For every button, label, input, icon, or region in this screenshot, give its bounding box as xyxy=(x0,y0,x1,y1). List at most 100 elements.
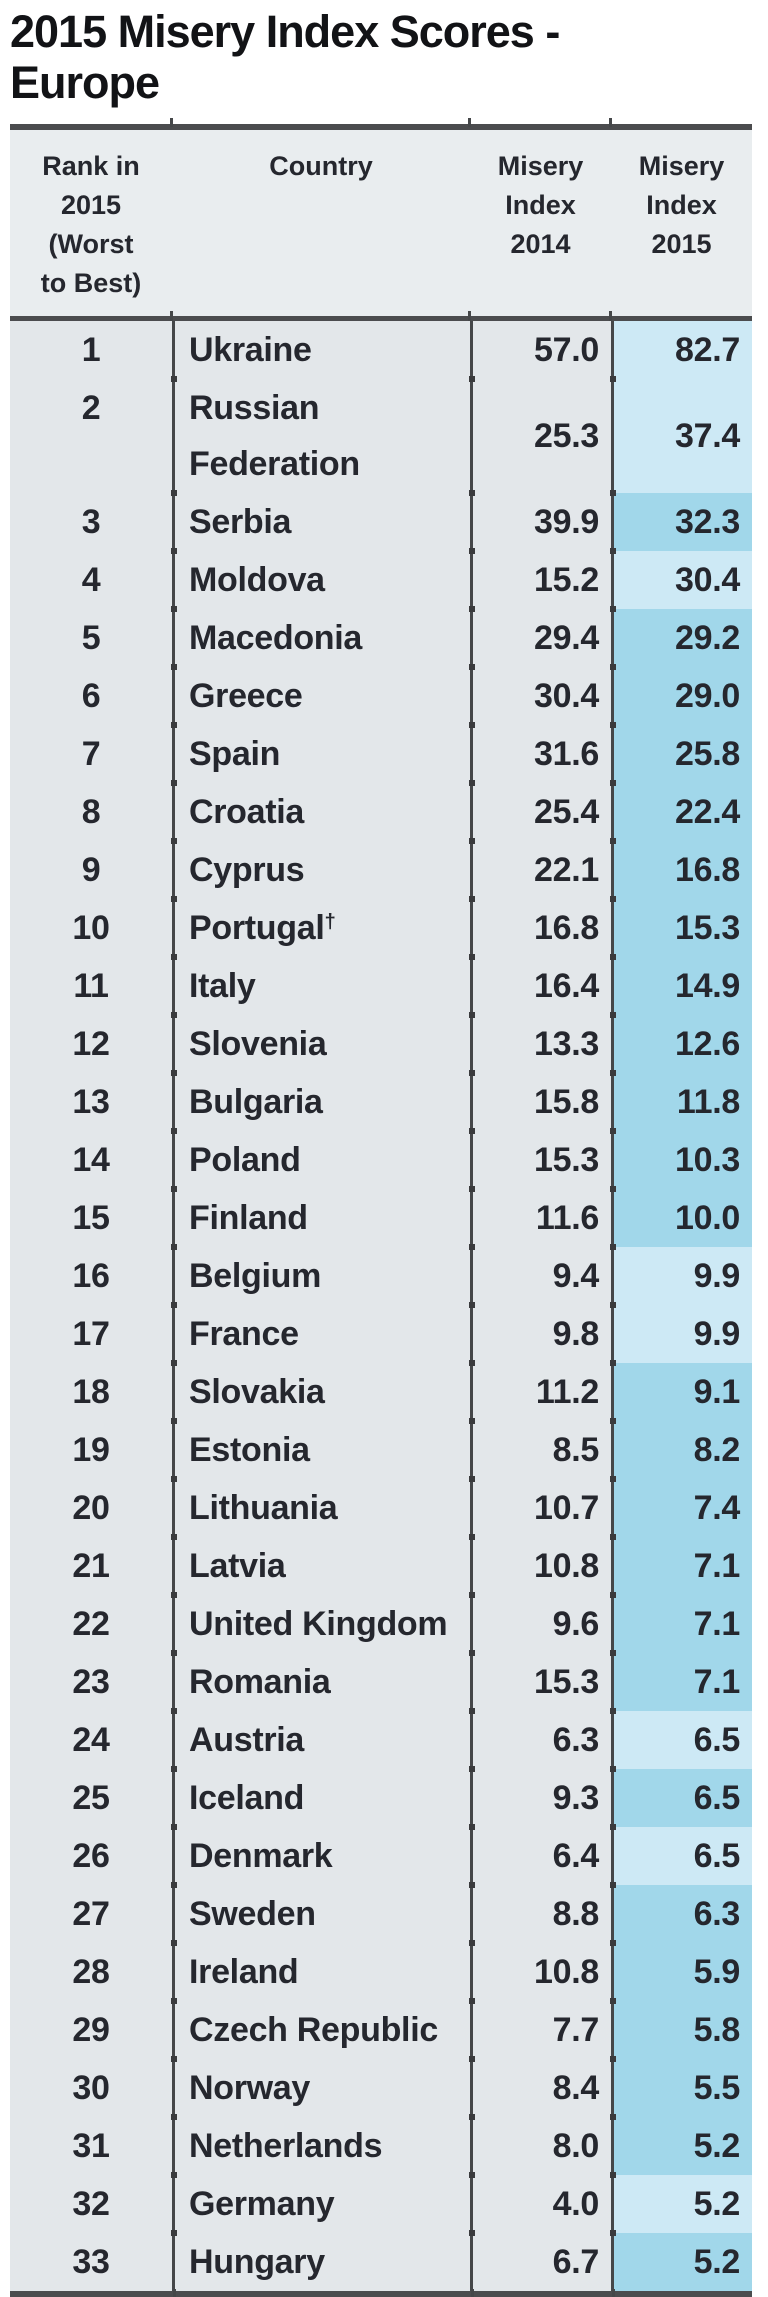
rank-cell: 19 xyxy=(10,1421,172,1479)
rank-cell: 3 xyxy=(10,493,172,551)
misery-index-2014-cell: 8.5 xyxy=(469,1418,611,1479)
misery-index-2014-cell: 22.1 xyxy=(469,838,611,899)
misery-index-2014-cell: 39.9 xyxy=(469,490,611,551)
table-row: 31 Netherlands 8.0 5.2 xyxy=(10,2114,752,2175)
misery-index-2015-cell: 10.3 xyxy=(610,1128,752,1189)
misery-index-2015-cell: 5.2 xyxy=(610,2172,752,2233)
misery-index-2015-cell: 29.2 xyxy=(610,606,752,667)
rank-cell: 7 xyxy=(10,725,172,783)
misery-index-2015-cell: 7.1 xyxy=(610,1650,752,1711)
misery-index-2015-cell: 10.0 xyxy=(610,1186,752,1247)
table-row: 25 Iceland 9.3 6.5 xyxy=(10,1766,752,1827)
misery-index-2015-cell: 8.2 xyxy=(610,1418,752,1479)
table-row: 1 Ukraine 57.0 82.7 xyxy=(10,321,752,379)
rank-cell: 18 xyxy=(10,1363,172,1421)
country-cell: Bulgaria xyxy=(171,1070,470,1131)
table-row: 6 Greece 30.4 29.0 xyxy=(10,664,752,725)
misery-index-2015-cell: 11.8 xyxy=(610,1070,752,1131)
rank-cell: 31 xyxy=(10,2117,172,2175)
misery-index-2014-cell: 9.3 xyxy=(469,1766,611,1827)
rank-cell: 33 xyxy=(10,2233,172,2291)
misery-index-2015-cell: 5.8 xyxy=(610,1998,752,2059)
rank-cell: 28 xyxy=(10,1943,172,2001)
rank-cell: 12 xyxy=(10,1015,172,1073)
table-row: 30 Norway 8.4 5.5 xyxy=(10,2056,752,2117)
table-row: 23 Romania 15.3 7.1 xyxy=(10,1650,752,1711)
country-cell: Moldova xyxy=(171,548,470,609)
misery-index-2014-cell: 15.8 xyxy=(469,1070,611,1131)
misery-index-2014-cell: 9.8 xyxy=(469,1302,611,1363)
table-row: 15 Finland 11.6 10.0 xyxy=(10,1186,752,1247)
rank-cell: 27 xyxy=(10,1885,172,1943)
country-cell: Iceland xyxy=(171,1766,470,1827)
misery-index-2014-cell: 10.8 xyxy=(469,1940,611,2001)
rank-cell: 29 xyxy=(10,2001,172,2059)
country-cell: Ireland xyxy=(171,1940,470,2001)
dagger-footnote-marker: † xyxy=(324,910,336,933)
rank-cell: 11 xyxy=(10,957,172,1015)
country-cell: Greece xyxy=(171,664,470,725)
table-row: 18 Slovakia 11.2 9.1 xyxy=(10,1360,752,1421)
misery-index-2014-cell: 9.4 xyxy=(469,1244,611,1305)
country-cell: Netherlands xyxy=(171,2114,470,2175)
misery-index-2014-cell: 4.0 xyxy=(469,2172,611,2233)
rank-cell: 13 xyxy=(10,1073,172,1131)
table-row: 20 Lithuania 10.7 7.4 xyxy=(10,1476,752,1537)
misery-index-2015-cell: 5.9 xyxy=(610,1940,752,2001)
header-misery-index-2014: Misery Index 2014 xyxy=(468,118,611,321)
header-misery-index-2015: Misery Index 2015 xyxy=(609,118,752,321)
misery-index-2015-cell: 6.5 xyxy=(610,1766,752,1827)
rank-cell: 9 xyxy=(10,841,172,899)
rank-cell: 32 xyxy=(10,2175,172,2233)
page-title-line-2: Europe xyxy=(10,57,160,108)
misery-index-2014-cell: 10.8 xyxy=(469,1534,611,1595)
table-row: 5 Macedonia 29.4 29.2 xyxy=(10,606,752,667)
misery-index-2014-cell: 16.8 xyxy=(469,896,611,957)
misery-index-2015-cell: 6.5 xyxy=(610,1708,752,1769)
table-header-row: Rank in 2015 (Worst to Best) Country Mis… xyxy=(10,118,752,321)
misery-index-2015-cell: 37.4 xyxy=(610,376,752,493)
rank-cell: 4 xyxy=(10,551,172,609)
rank-cell: 20 xyxy=(10,1479,172,1537)
misery-index-2014-cell: 11.6 xyxy=(469,1186,611,1247)
table-row: 27 Sweden 8.8 6.3 xyxy=(10,1882,752,1943)
misery-index-2015-cell: 25.8 xyxy=(610,722,752,783)
table-row: 12 Slovenia 13.3 12.6 xyxy=(10,1012,752,1073)
rank-cell: 5 xyxy=(10,609,172,667)
country-cell: Latvia xyxy=(171,1534,470,1595)
country-cell: Ukraine xyxy=(172,321,470,379)
table-row: 24 Austria 6.3 6.5 xyxy=(10,1708,752,1769)
misery-index-table: Rank in 2015 (Worst to Best) Country Mis… xyxy=(10,118,752,2297)
country-cell: United Kingdom xyxy=(171,1592,470,1653)
misery-index-2015-cell: 5.2 xyxy=(610,2230,752,2297)
misery-index-2014-cell: 16.4 xyxy=(469,954,611,1015)
country-cell: Spain xyxy=(171,722,470,783)
rank-cell: 24 xyxy=(10,1711,172,1769)
table-row: 4 Moldova 15.2 30.4 xyxy=(10,548,752,609)
misery-index-2015-cell: 7.4 xyxy=(610,1476,752,1537)
table-row: 9 Cyprus 22.1 16.8 xyxy=(10,838,752,899)
country-cell: Lithuania xyxy=(171,1476,470,1537)
rank-cell: 22 xyxy=(10,1595,172,1653)
misery-index-2014-cell: 9.6 xyxy=(469,1592,611,1653)
misery-index-2014-cell: 15.3 xyxy=(469,1650,611,1711)
page-title-line-1: 2015 Misery Index Scores - xyxy=(10,6,560,57)
country-cell: Slovakia xyxy=(171,1360,470,1421)
misery-index-2015-cell: 7.1 xyxy=(610,1592,752,1653)
country-cell: Croatia xyxy=(171,780,470,841)
misery-index-2014-cell: 15.3 xyxy=(469,1128,611,1189)
misery-index-2014-cell: 11.2 xyxy=(469,1360,611,1421)
country-cell: Hungary xyxy=(171,2230,470,2297)
country-cell: Macedonia xyxy=(171,606,470,667)
misery-index-2015-cell: 7.1 xyxy=(610,1534,752,1595)
country-cell: Norway xyxy=(171,2056,470,2117)
misery-index-2014-cell: 29.4 xyxy=(469,606,611,667)
country-cell: Poland xyxy=(171,1128,470,1189)
country-cell: Germany xyxy=(171,2172,470,2233)
misery-index-2015-cell: 6.5 xyxy=(610,1824,752,1885)
country-cell: Italy xyxy=(171,954,470,1015)
rank-cell: 21 xyxy=(10,1537,172,1595)
header-country: Country xyxy=(170,118,470,321)
country-cell: Denmark xyxy=(171,1824,470,1885)
table-row: 14 Poland 15.3 10.3 xyxy=(10,1128,752,1189)
